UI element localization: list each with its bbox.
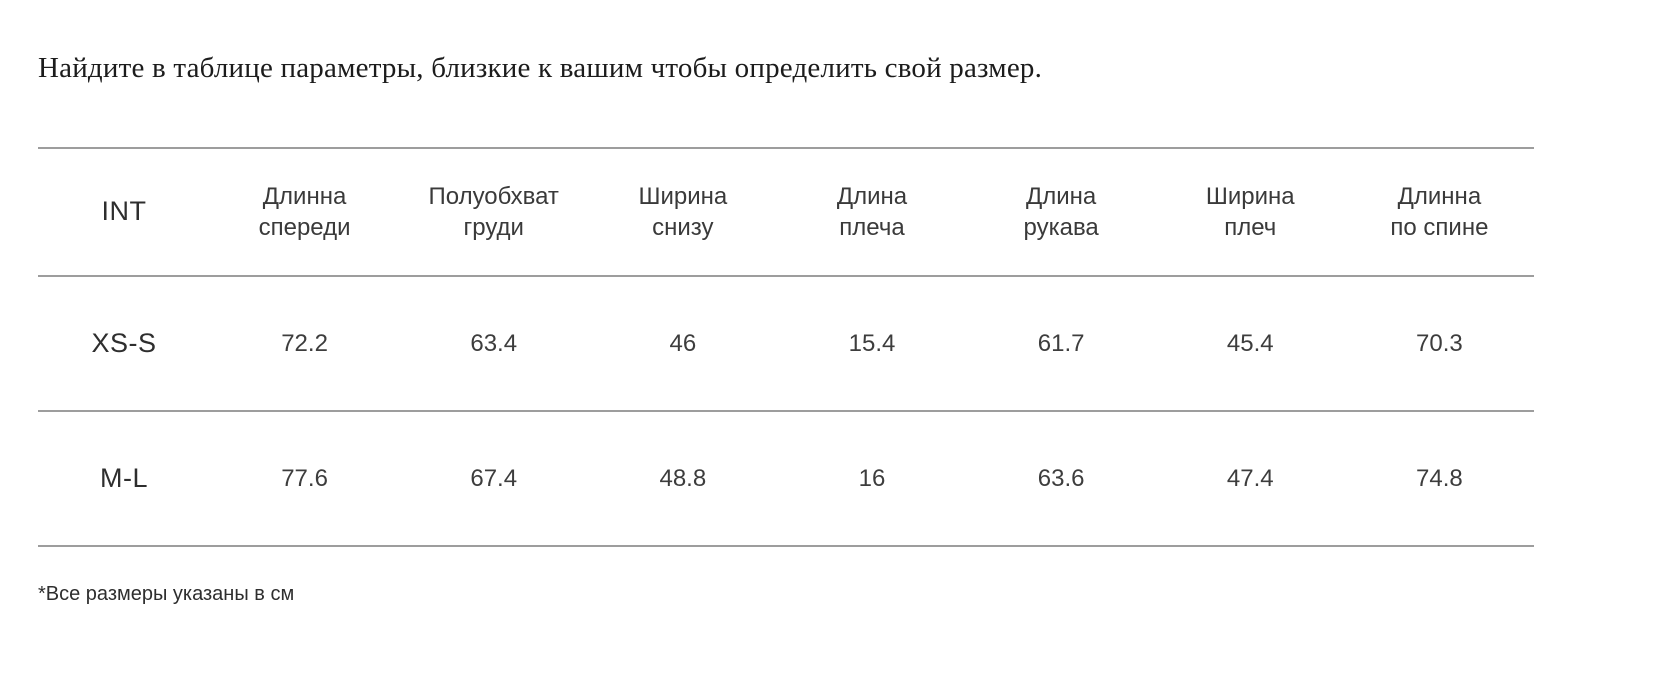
page-title: Найдите в таблице параметры, близкие к в… (38, 52, 1043, 84)
size-label: M-L (100, 462, 148, 493)
table-row: M-L 77.6 67.4 48.8 16 63.6 47.4 74.8 (38, 410, 1534, 545)
header-cell-shoulders-width: Ширина плеч (1205, 182, 1295, 241)
table-cell: 67.4 (470, 464, 518, 492)
table-cell: 74.8 (1416, 464, 1463, 492)
table-cell: 77.6 (281, 464, 328, 492)
table-cell: 47.4 (1226, 464, 1274, 492)
table-cell: 16 (858, 464, 886, 492)
table-cell: 45.4 (1226, 329, 1274, 357)
size-table: INT Длинна спереди Полуобхват груди Шири… (38, 147, 1534, 547)
header-cell-sleeve-length: Длина рукава (1023, 182, 1099, 241)
table-cell: 72.2 (281, 329, 328, 357)
table-header-row: INT Длинна спереди Полуобхват груди Шири… (38, 149, 1534, 275)
header-cell-front-length: Длинна спереди (258, 182, 351, 241)
table-cell: 61.7 (1037, 329, 1085, 357)
header-cell-back-length: Длинна по спине (1390, 182, 1489, 241)
table-row: XS-S 72.2 63.4 46 15.4 61.7 45.4 70.3 (38, 275, 1534, 410)
header-cell-half-chest: Полуобхват груди (428, 182, 559, 241)
table-cell: 63.6 (1037, 464, 1085, 492)
table-cell: 70.3 (1416, 329, 1463, 357)
units-footnote: *Все размеры указаны в см (38, 583, 295, 605)
table-cell: 15.4 (848, 329, 896, 357)
header-cell-int: INT (101, 196, 147, 227)
table-cell: 46 (669, 329, 697, 357)
header-cell-shoulder-length: Длина плеча (836, 182, 908, 241)
header-cell-bottom-width: Ширина снизу (638, 182, 728, 241)
table-cell: 63.4 (470, 329, 518, 357)
size-label: XS-S (91, 327, 157, 358)
table-cell: 48.8 (659, 464, 707, 492)
